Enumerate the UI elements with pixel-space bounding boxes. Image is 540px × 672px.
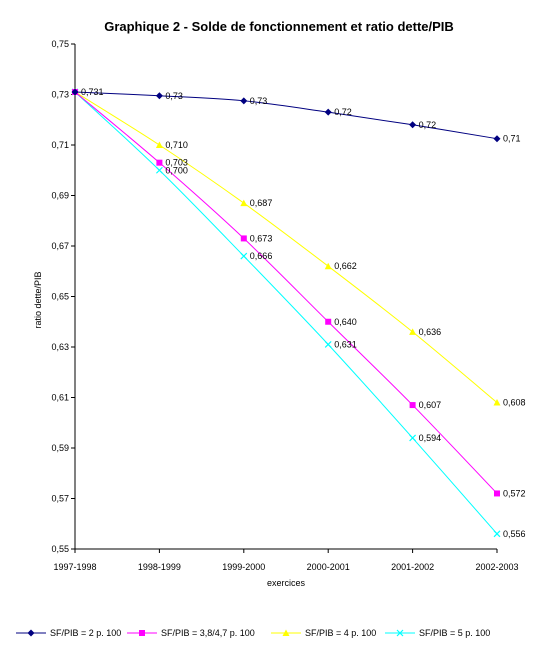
y-tick-label: 0,65 — [51, 292, 69, 302]
y-tick-label: 0,59 — [51, 443, 69, 453]
legend: SF/PIB = 2 p. 100 SF/PIB = 3,8/4,7 p. 100… — [16, 628, 490, 638]
x-axis-label: exercices — [267, 578, 306, 588]
data-point — [240, 252, 248, 260]
data-label: 0,673 — [250, 233, 273, 243]
axes: 0,55 0,57 0,59 0,61 0,63 0,65 0,67 0,69 0,71 0,73… — [51, 39, 518, 572]
data-point — [240, 199, 248, 207]
data-point — [409, 402, 416, 409]
x-tick-label: 1998-1999 — [138, 562, 181, 572]
data-label: 0,608 — [503, 398, 526, 408]
x-tick-label: 2001-2002 — [391, 562, 434, 572]
series-3 — [71, 88, 501, 406]
legend-item: SF/PIB = 4 p. 100 — [271, 628, 376, 638]
data-label: 0,73 — [250, 96, 268, 106]
series-4 — [71, 88, 501, 538]
x-tick-label: 1997-1998 — [53, 562, 96, 572]
x-tick-label: 1999-2000 — [222, 562, 265, 572]
data-point — [324, 108, 332, 116]
data-labels: 0,731 0,73 0,73 0,72 0,72 0,71 0,703 0,673 0,640… — [81, 87, 526, 539]
y-tick-label: 0,71 — [51, 140, 69, 150]
y-tick-label: 0,75 — [51, 39, 69, 49]
y-tick-label: 0,67 — [51, 241, 69, 251]
series-layer — [71, 88, 501, 538]
data-point — [409, 328, 417, 335]
series-line — [74, 91, 498, 403]
data-label: 0,556 — [503, 529, 526, 539]
legend-marker — [396, 629, 404, 637]
data-point — [324, 341, 332, 348]
data-point — [156, 159, 163, 166]
data-label: 0,631 — [334, 339, 357, 349]
data-point — [325, 318, 332, 325]
legend-item: SF/PIB = 3,8/4,7 p. 100 — [127, 628, 255, 638]
data-point — [493, 530, 501, 538]
series-line — [74, 91, 498, 535]
data-label: 0,662 — [334, 261, 357, 271]
data-point — [324, 262, 332, 270]
y-tick-label: 0,57 — [51, 494, 69, 504]
data-label: 0,703 — [165, 158, 188, 168]
y-tick-label: 0,63 — [51, 342, 69, 352]
y-axis-label: ratio dette/PIB — [33, 271, 43, 328]
y-tick-label: 0,55 — [51, 544, 69, 554]
data-label: 0,687 — [250, 198, 273, 208]
data-point — [409, 121, 417, 129]
legend-label: SF/PIB = 4 p. 100 — [305, 628, 376, 638]
legend-label: SF/PIB = 2 p. 100 — [50, 628, 121, 638]
data-label: 0,700 — [165, 165, 188, 175]
series-line — [74, 91, 498, 140]
series-1 — [71, 88, 501, 143]
data-point — [240, 235, 247, 242]
legend-item: SF/PIB = 2 p. 100 — [16, 628, 121, 638]
legend-marker — [139, 630, 145, 636]
data-label: 0,640 — [334, 317, 357, 327]
series-line — [74, 91, 498, 494]
y-tick-label: 0,61 — [51, 393, 69, 403]
data-label: 0,72 — [419, 120, 437, 130]
legend-marker — [282, 629, 290, 636]
x-tick-label: 2002-2003 — [475, 562, 518, 572]
data-label: 0,607 — [419, 400, 442, 410]
chart-title: Graphique 2 - Solde de fonctionnement et… — [104, 19, 454, 34]
data-label: 0,572 — [503, 488, 526, 498]
data-point — [155, 166, 163, 174]
data-point — [494, 490, 500, 497]
data-label: 0,710 — [165, 140, 188, 150]
data-label: 0,73 — [165, 91, 183, 101]
data-point — [155, 92, 163, 100]
data-label: 0,71 — [503, 134, 521, 144]
data-label: 0,594 — [419, 433, 442, 443]
data-point — [493, 399, 501, 406]
legend-marker — [27, 629, 35, 637]
data-label: 0,666 — [250, 251, 273, 261]
data-label: 0,731 — [81, 87, 104, 97]
data-label: 0,72 — [334, 107, 352, 117]
legend-label: SF/PIB = 5 p. 100 — [419, 628, 490, 638]
data-point — [240, 97, 248, 105]
data-point — [493, 135, 501, 143]
data-point — [409, 434, 417, 442]
legend-label: SF/PIB = 3,8/4,7 p. 100 — [161, 628, 255, 638]
data-label: 0,636 — [419, 327, 442, 337]
data-point — [71, 88, 79, 96]
data-point — [155, 141, 163, 148]
y-tick-label: 0,73 — [51, 90, 69, 100]
x-tick-label: 2000-2001 — [307, 562, 350, 572]
y-tick-label: 0,69 — [51, 191, 69, 201]
legend-item: SF/PIB = 5 p. 100 — [385, 628, 490, 638]
